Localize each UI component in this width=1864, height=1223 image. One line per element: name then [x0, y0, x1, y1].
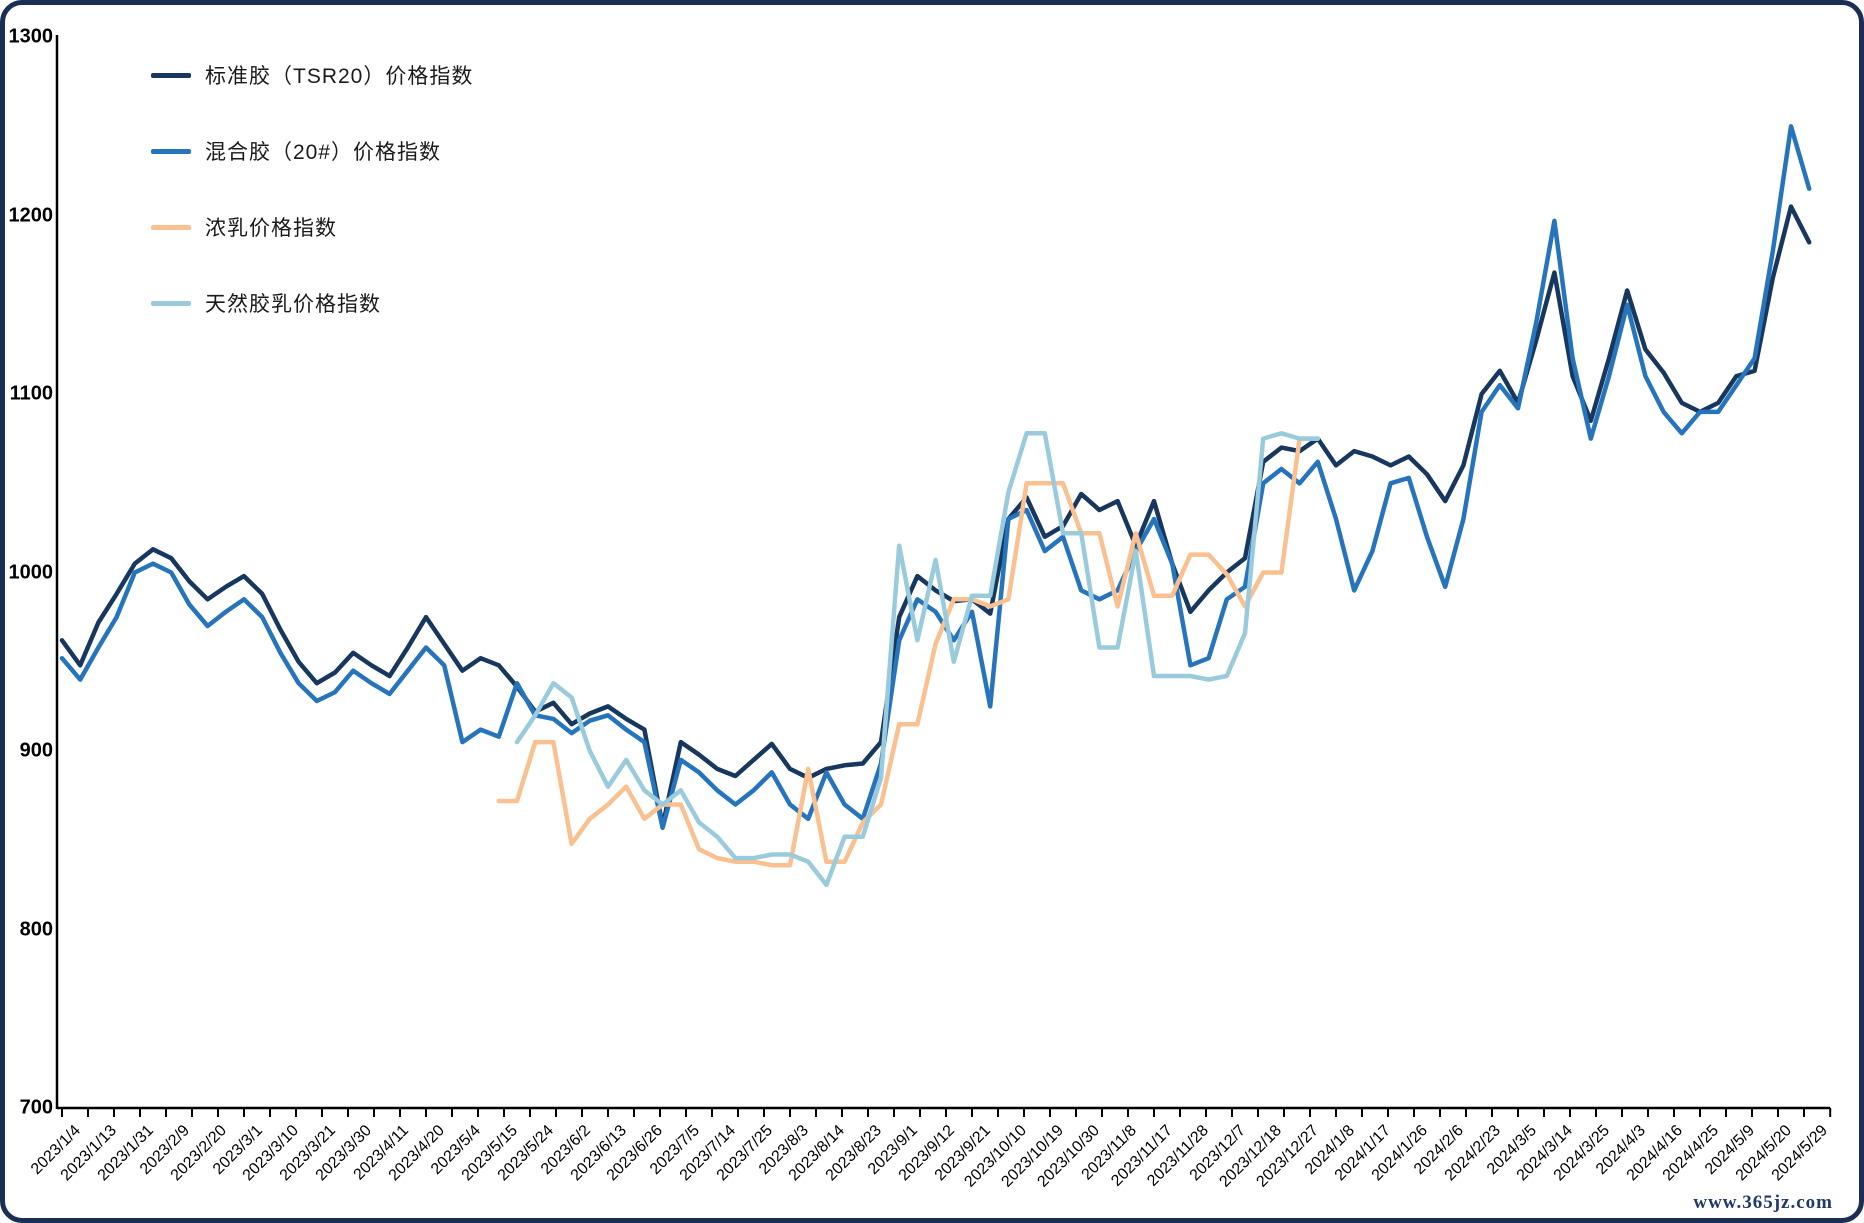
line-swatch-icon	[151, 300, 191, 306]
y-axis-label: 1000	[8, 561, 54, 583]
legend-item: 混合胶（20#）价格指数	[151, 129, 473, 173]
legend-label: 天然胶乳价格指数	[205, 293, 381, 316]
legend-item: 标准胶（TSR20）价格指数	[151, 53, 473, 97]
line-swatch-icon	[151, 148, 191, 154]
legend-label: 标准胶（TSR20）价格指数	[205, 65, 474, 88]
y-axis-label: 800	[19, 918, 53, 940]
plot-area	[55, 35, 1832, 1117]
line-swatch-icon	[151, 72, 191, 78]
y-axis-label: 900	[19, 739, 53, 762]
series-line-1	[59, 124, 1812, 831]
legend-label: 混合胶（20#）价格指数	[205, 141, 442, 164]
legend-item: 浓乳价格指数	[151, 205, 473, 249]
line-swatch-icon	[151, 224, 191, 230]
watermark: www.365jz.com	[1693, 1192, 1833, 1213]
y-axis-label: 1200	[8, 204, 54, 226]
series-line-3	[514, 431, 1321, 888]
legend-item: 天然胶乳价格指数	[151, 281, 473, 325]
legend-label: 浓乳价格指数	[205, 217, 337, 240]
y-axis-label: 700	[19, 1096, 53, 1119]
y-axis-label: 1100	[9, 382, 53, 405]
y-axis-label: 1300	[8, 25, 54, 48]
legend: 标准胶（TSR20）价格指数 混合胶（20#）价格指数 浓乳价格指数 天然胶乳价…	[151, 53, 473, 357]
series-line-2	[496, 436, 1321, 868]
